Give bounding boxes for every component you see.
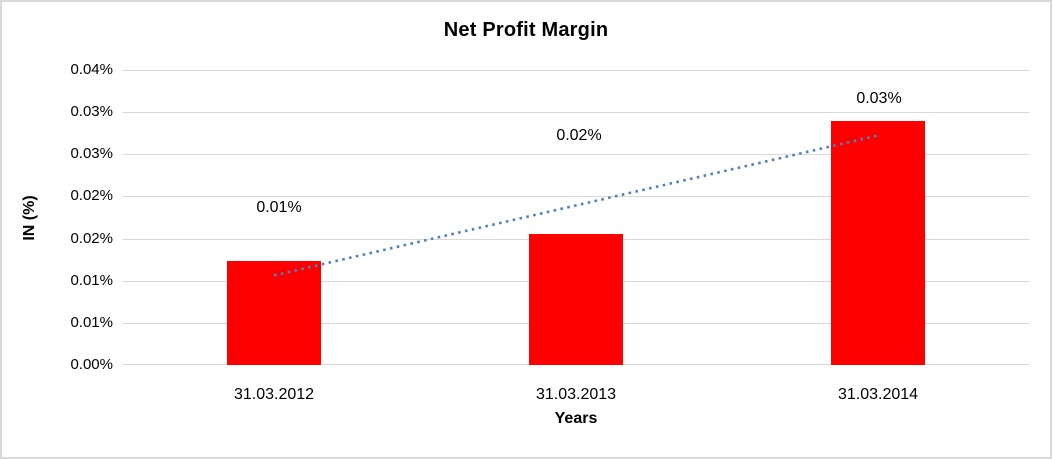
data-label: 0.01% xyxy=(256,199,302,216)
bar-31.03.2013 xyxy=(529,233,623,365)
gridline xyxy=(123,70,1029,71)
y-axis-tick-label: 0.03% xyxy=(70,103,113,120)
data-label: 0.03% xyxy=(856,90,902,107)
y-axis-tick-label: 0.02% xyxy=(70,230,113,247)
x-axis-tick-label: 31.03.2014 xyxy=(837,386,919,403)
data-label: 0.02% xyxy=(556,127,602,144)
gridline xyxy=(123,112,1029,113)
chart-title: Net Profit Margin xyxy=(443,19,609,41)
x-axis-title: Years xyxy=(554,410,598,427)
bar-31.03.2014 xyxy=(831,121,925,365)
plot-area xyxy=(123,70,1029,365)
y-axis-tick-label: 0.00% xyxy=(70,356,113,373)
x-axis-tick-label: 31.03.2013 xyxy=(535,386,617,403)
y-axis-tick-label: 0.04% xyxy=(70,61,113,78)
bar-31.03.2012 xyxy=(227,261,321,365)
y-axis-tick-label: 0.01% xyxy=(70,314,113,331)
y-axis-tick-label: 0.01% xyxy=(70,272,113,289)
y-axis-tick-label: 0.03% xyxy=(70,145,113,162)
gridline xyxy=(123,196,1029,197)
y-axis-tick-label: 0.02% xyxy=(70,187,113,204)
x-axis-tick-label: 31.03.2012 xyxy=(233,386,315,403)
trendline xyxy=(273,134,879,277)
gridline xyxy=(123,154,1029,155)
